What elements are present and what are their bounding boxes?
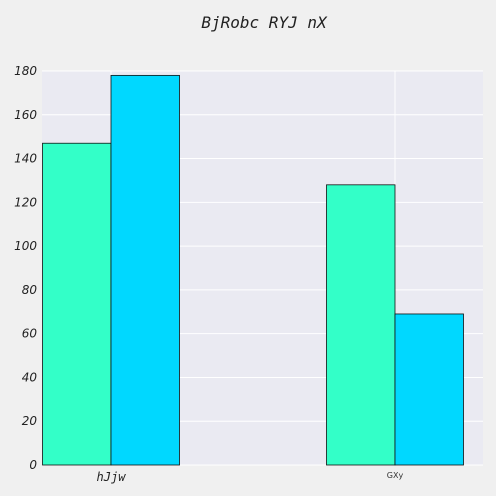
chart-title: BjRobc RYJ nX — [201, 13, 328, 32]
bar-hJjw-series-1 — [43, 143, 112, 465]
y-tick-label: 0 — [29, 458, 37, 472]
y-tick-label: 20 — [22, 414, 38, 428]
bar-GXy-series-2 — [395, 314, 464, 465]
y-axis-ticks: 0 20 40 60 80 100 120 140 160 180 — [14, 64, 37, 472]
y-tick-label: 120 — [14, 195, 37, 209]
y-tick-label: 100 — [14, 239, 37, 253]
y-tick-label: 180 — [14, 64, 37, 78]
bar-GXy-series-1 — [327, 185, 396, 465]
x-axis-ticks: hJjw GXy — [97, 470, 404, 484]
y-tick-label: 80 — [22, 283, 38, 297]
y-tick-label: 160 — [14, 108, 37, 122]
y-tick-label: 140 — [14, 152, 37, 166]
y-tick-label: 60 — [22, 327, 38, 341]
y-tick-label: 40 — [22, 370, 38, 384]
bar-hJjw-series-2 — [111, 75, 180, 465]
x-tick-label: hJjw — [97, 470, 127, 484]
x-tick-label: GXy — [387, 471, 404, 480]
